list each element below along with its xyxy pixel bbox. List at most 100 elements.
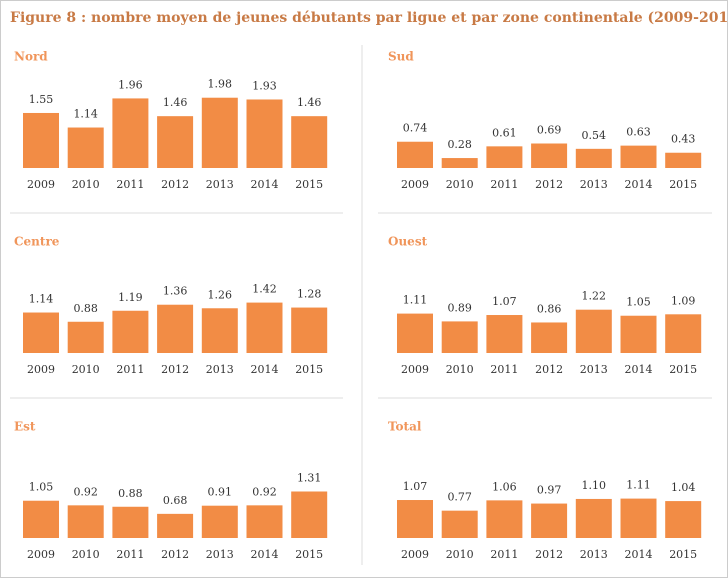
x-tick-label: 2013 — [580, 548, 608, 561]
value-label: 1.46 — [297, 96, 322, 109]
x-tick-label: 2012 — [535, 178, 563, 191]
x-tick-label: 2012 — [535, 363, 563, 376]
value-label: 0.88 — [73, 302, 98, 315]
value-label: 1.93 — [252, 79, 277, 92]
x-tick-label: 2009 — [27, 363, 55, 376]
bar — [112, 310, 149, 353]
value-label: 1.98 — [208, 78, 233, 91]
value-label: 1.26 — [208, 288, 233, 301]
bar — [246, 99, 283, 168]
bar — [575, 309, 612, 353]
bar — [157, 116, 194, 168]
value-label: 1.09 — [671, 294, 696, 307]
x-tick-label: 2011 — [490, 178, 518, 191]
x-tick-label: 2012 — [161, 548, 189, 561]
x-tick-label: 2015 — [669, 363, 697, 376]
x-tick-label: 2014 — [625, 363, 653, 376]
x-tick-label: 2011 — [490, 363, 518, 376]
value-label: 1.11 — [626, 479, 651, 492]
bar — [291, 116, 328, 168]
bar — [620, 315, 657, 353]
value-label: 1.96 — [118, 78, 143, 91]
x-tick-label: 2015 — [295, 178, 323, 191]
bar — [112, 506, 149, 538]
bar — [665, 501, 702, 538]
value-label: 0.68 — [163, 494, 188, 507]
value-label: 0.43 — [671, 133, 696, 146]
value-label: 1.42 — [252, 283, 277, 296]
x-tick-label: 2009 — [401, 363, 429, 376]
x-tick-label: 2011 — [490, 548, 518, 561]
x-tick-label: 2014 — [251, 363, 279, 376]
x-tick-label: 2014 — [251, 548, 279, 561]
bar — [486, 500, 523, 538]
value-label: 0.77 — [447, 491, 472, 504]
value-label: 1.11 — [403, 294, 428, 307]
bar — [575, 148, 612, 168]
bar — [67, 127, 104, 168]
bar — [291, 491, 328, 538]
value-label: 1.07 — [492, 295, 517, 308]
x-tick-label: 2013 — [206, 548, 234, 561]
bar — [157, 304, 194, 353]
bar — [531, 322, 568, 353]
bar — [441, 510, 478, 538]
bar — [246, 505, 283, 538]
value-label: 0.28 — [447, 138, 472, 151]
value-label: 0.69 — [537, 124, 562, 137]
x-tick-label: 2010 — [446, 363, 474, 376]
panel-title: Total — [388, 420, 422, 434]
panel-title: Nord — [14, 50, 48, 64]
x-tick-label: 2010 — [446, 548, 474, 561]
x-tick-label: 2011 — [116, 363, 144, 376]
value-label: 0.92 — [252, 485, 277, 498]
value-label: 1.28 — [297, 288, 322, 301]
x-tick-label: 2014 — [625, 548, 653, 561]
x-tick-label: 2010 — [72, 363, 100, 376]
bar — [665, 152, 702, 168]
x-tick-label: 2009 — [401, 548, 429, 561]
value-label: 0.92 — [73, 485, 98, 498]
value-label: 1.22 — [582, 290, 607, 303]
value-label: 1.55 — [29, 93, 54, 106]
value-label: 1.14 — [29, 293, 54, 306]
bar — [665, 314, 702, 353]
bar — [575, 498, 612, 538]
panel-title: Sud — [388, 50, 414, 64]
bar — [201, 505, 238, 538]
bar — [441, 158, 478, 168]
value-label: 0.86 — [537, 302, 562, 315]
x-tick-label: 2013 — [206, 363, 234, 376]
bar — [246, 302, 283, 353]
x-tick-label: 2011 — [116, 178, 144, 191]
value-label: 1.19 — [118, 291, 143, 304]
bar — [486, 146, 523, 168]
value-label: 0.74 — [403, 122, 428, 135]
value-label: 1.06 — [492, 480, 517, 493]
value-label: 1.05 — [626, 296, 651, 309]
bar — [201, 308, 238, 353]
value-label: 1.04 — [671, 481, 696, 494]
bar — [620, 498, 657, 538]
x-tick-label: 2012 — [161, 363, 189, 376]
x-tick-label: 2009 — [401, 178, 429, 191]
bar — [67, 505, 104, 538]
value-label: 0.97 — [537, 484, 562, 497]
value-label: 1.05 — [29, 481, 54, 494]
value-label: 1.36 — [163, 285, 188, 298]
x-tick-label: 2013 — [206, 178, 234, 191]
x-tick-label: 2010 — [72, 548, 100, 561]
panel-title: Ouest — [388, 235, 428, 249]
bar — [112, 98, 149, 168]
value-label: 0.54 — [582, 129, 607, 142]
bar — [486, 315, 523, 353]
bar — [23, 500, 59, 538]
x-tick-label: 2009 — [27, 548, 55, 561]
x-tick-label: 2011 — [116, 548, 144, 561]
figure-title: Figure 8 : nombre moyen de jeunes débuta… — [10, 10, 728, 26]
x-tick-label: 2010 — [72, 178, 100, 191]
x-tick-label: 2012 — [161, 178, 189, 191]
bar — [23, 112, 59, 168]
bar — [67, 321, 104, 353]
